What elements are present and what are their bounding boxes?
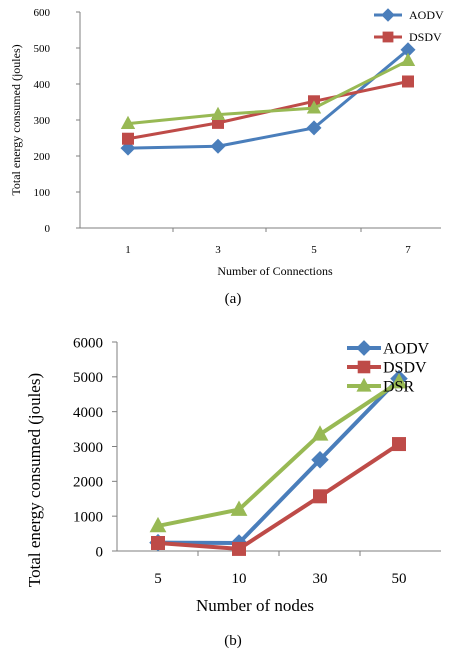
legend-marker-dsr <box>356 377 372 392</box>
data-point-dsr <box>306 100 322 114</box>
x-tick-label: 3 <box>215 244 221 256</box>
data-point-dsdv <box>402 75 414 88</box>
legend-label-aodv: AODV <box>383 341 430 358</box>
data-point-dsr <box>311 425 329 441</box>
legend-label-dsdv: DSDV <box>409 30 442 44</box>
y-tick-label: 200 <box>34 151 51 163</box>
y-tick-label: 0 <box>96 544 104 560</box>
y-tick-label: 2000 <box>73 475 103 491</box>
legend-label-dsdv: DSDV <box>383 360 427 377</box>
series-line-dsdv <box>156 442 401 551</box>
data-point-dsdv <box>122 132 134 145</box>
y-tick-label: 5000 <box>73 370 103 386</box>
data-point-dsr <box>210 106 226 120</box>
series-line-aodv <box>126 48 410 150</box>
data-point-dsr <box>230 500 248 516</box>
legend-marker-dsdv <box>382 31 394 43</box>
data-point-dsdv <box>313 489 327 504</box>
data-point-aodv <box>306 120 322 136</box>
y-tick-label: 400 <box>34 79 51 91</box>
y-tick-label: 0 <box>45 223 51 235</box>
data-point-aodv <box>400 42 416 58</box>
y-axis-title: Total energy consumed (joules) <box>9 44 23 195</box>
data-point-dsr <box>390 372 408 389</box>
series-line-dsr <box>156 380 401 528</box>
caption-a: (a) <box>225 291 242 307</box>
legend-label-dsr: DSR <box>383 379 414 396</box>
x-tick-label: 1 <box>125 244 131 256</box>
series-line-aodv <box>156 376 401 545</box>
x-tick-label: 30 <box>313 571 328 587</box>
legend-marker-aodv <box>381 8 395 22</box>
y-tick-label: 3000 <box>73 440 103 456</box>
y-tick-label: 6000 <box>73 335 103 351</box>
x-tick-label: 5 <box>311 244 317 256</box>
chart-b: 0 1000 2000 3000 4000 5000 6000 5 10 30 50 Number o… <box>25 335 441 615</box>
data-point-aodv <box>311 450 329 469</box>
data-point-dsr <box>120 115 136 129</box>
y-tick-label: 500 <box>34 43 51 55</box>
data-point-dsdv <box>151 535 165 550</box>
x-tick-label: 50 <box>392 571 407 587</box>
x-axis-title: Number of Connections <box>217 264 333 278</box>
data-point-dsr <box>149 516 167 533</box>
y-tick-label: 1000 <box>73 509 103 525</box>
y-axis-title: Total energy consumed (joules) <box>25 373 44 587</box>
y-tick-label: 300 <box>34 115 51 127</box>
legend-label-aodv: AODV <box>409 8 444 22</box>
legend-marker-dsdv <box>357 360 371 374</box>
data-point-dsr <box>400 52 416 66</box>
y-tick-label: 4000 <box>73 405 103 421</box>
data-point-aodv <box>210 138 226 154</box>
x-axis-title: Number of nodes <box>196 596 314 615</box>
data-point-dsdv <box>232 541 246 556</box>
x-tick-label: 7 <box>405 244 411 256</box>
y-tick-label: 100 <box>34 187 51 199</box>
caption-b: (b) <box>224 633 242 649</box>
chart-a: 0 100 200 300 400 500 600 1 3 5 7 Number of Connect… <box>9 7 444 278</box>
series-line-dsr <box>126 59 410 126</box>
y-tick-label: 600 <box>34 7 51 19</box>
x-tick-label: 5 <box>154 571 162 587</box>
data-point-dsdv <box>392 437 406 452</box>
x-tick-label: 10 <box>232 571 247 587</box>
legend-marker-aodv <box>356 340 372 356</box>
